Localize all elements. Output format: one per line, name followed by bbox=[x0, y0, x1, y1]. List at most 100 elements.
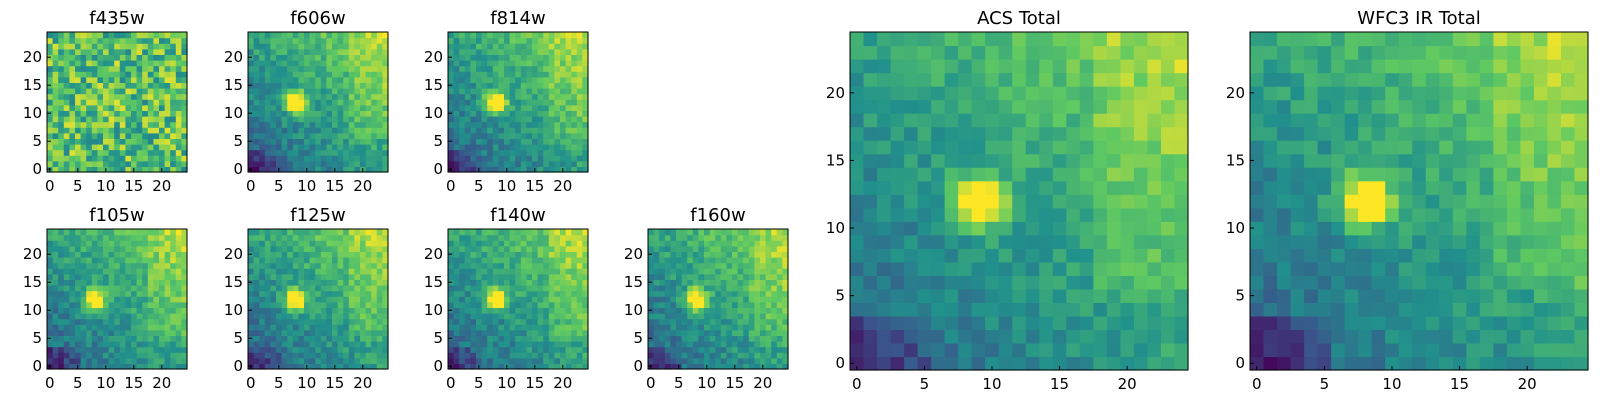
heatmap-cell bbox=[371, 71, 378, 78]
heatmap-cell bbox=[492, 76, 499, 83]
heatmap-cell bbox=[136, 290, 143, 297]
heatmap-cell bbox=[576, 273, 583, 280]
heatmap-cell bbox=[287, 166, 294, 173]
heatmap-cell bbox=[365, 127, 372, 134]
heatmap-cell bbox=[270, 352, 277, 359]
heatmap-cell bbox=[326, 324, 333, 331]
heatmap-cell bbox=[52, 346, 59, 353]
heatmap-cell bbox=[58, 324, 65, 331]
heatmap-cell bbox=[153, 160, 160, 167]
heatmap-cell bbox=[125, 341, 132, 348]
heatmap-cell bbox=[659, 262, 666, 269]
heatmap-cell bbox=[348, 363, 355, 370]
heatmap-cell bbox=[287, 268, 294, 275]
heatmap-cell bbox=[487, 166, 494, 173]
heatmap-cell bbox=[509, 313, 516, 320]
heatmap-cell bbox=[69, 132, 76, 139]
heatmap-cell bbox=[560, 301, 567, 308]
heatmap-cell bbox=[136, 65, 143, 72]
heatmap-cell bbox=[504, 65, 511, 72]
heatmap-cell bbox=[91, 116, 98, 123]
heatmap-cell bbox=[464, 307, 471, 314]
heatmap-cell bbox=[554, 110, 561, 117]
heatmap-cell bbox=[304, 357, 311, 364]
heatmap-cell bbox=[565, 127, 572, 134]
heatmap-cell bbox=[487, 121, 494, 128]
heatmap-cell bbox=[554, 132, 561, 139]
heatmap-cell bbox=[526, 341, 533, 348]
heatmap-cell bbox=[470, 240, 477, 247]
heatmap-cell bbox=[520, 234, 527, 241]
heatmap-cell bbox=[281, 76, 288, 83]
heatmap-cell bbox=[320, 54, 327, 61]
heatmap-cell bbox=[492, 279, 499, 286]
heatmap-cell bbox=[532, 234, 539, 241]
heatmap-cell bbox=[170, 43, 177, 50]
heatmap-cell bbox=[692, 234, 699, 241]
heatmap-cell bbox=[147, 307, 154, 314]
heatmap-cell bbox=[1052, 207, 1067, 222]
heatmap-cell bbox=[520, 93, 527, 100]
heatmap-cell bbox=[136, 88, 143, 95]
heatmap-cell bbox=[760, 251, 767, 258]
heatmap-cell bbox=[354, 110, 361, 117]
heatmap-cell bbox=[47, 121, 54, 128]
heatmap-cell bbox=[343, 104, 350, 111]
heatmap-cell bbox=[75, 245, 82, 252]
heatmap-cell bbox=[320, 341, 327, 348]
heatmap-cell bbox=[326, 76, 333, 83]
heatmap-cell bbox=[520, 149, 527, 156]
heatmap-cell bbox=[765, 352, 772, 359]
heatmap-cell bbox=[354, 149, 361, 156]
heatmap-cell bbox=[1133, 356, 1149, 371]
heatmap-cell bbox=[576, 104, 583, 111]
heatmap-cell bbox=[720, 245, 727, 252]
heatmap-cell bbox=[103, 290, 110, 297]
heatmap-cell bbox=[287, 110, 294, 117]
heatmap-cell bbox=[498, 324, 505, 331]
heatmap-cell bbox=[470, 65, 477, 72]
heatmap-cell bbox=[704, 329, 711, 336]
heatmap-cell bbox=[365, 93, 372, 100]
heatmap-cell bbox=[298, 335, 305, 342]
heatmap-cell bbox=[164, 99, 171, 106]
heatmap-cell bbox=[453, 257, 460, 264]
heatmap-cell bbox=[509, 110, 516, 117]
heatmap-cell bbox=[537, 240, 544, 247]
heatmap-cell bbox=[119, 48, 126, 55]
heatmap-cell bbox=[985, 356, 1000, 371]
heatmap-cell bbox=[58, 290, 65, 297]
heatmap-cell bbox=[670, 257, 677, 264]
heatmap-cell bbox=[114, 301, 121, 308]
heatmap-cell bbox=[382, 341, 389, 348]
heatmap-cell bbox=[726, 245, 733, 252]
heatmap-cell bbox=[159, 93, 166, 100]
heatmap-cell bbox=[487, 251, 494, 258]
x-tick-label: 5 bbox=[474, 177, 484, 195]
heatmap-cell bbox=[86, 296, 93, 303]
heatmap-cell bbox=[453, 60, 460, 67]
heatmap-cell bbox=[560, 65, 567, 72]
heatmap-cell bbox=[91, 268, 98, 275]
heatmap-cell bbox=[476, 54, 483, 61]
heatmap-cell bbox=[320, 116, 327, 123]
heatmap-cell bbox=[382, 268, 389, 275]
heatmap-cell bbox=[681, 318, 688, 325]
heatmap-cell bbox=[292, 144, 299, 151]
heatmap-cell bbox=[181, 155, 188, 162]
heatmap-cell bbox=[548, 234, 555, 241]
heatmap-cell bbox=[276, 251, 283, 258]
heatmap-cell bbox=[69, 155, 76, 162]
heatmap-cell bbox=[75, 54, 82, 61]
heatmap-cell bbox=[543, 240, 550, 247]
heatmap-cell bbox=[360, 357, 367, 364]
heatmap-cell bbox=[382, 324, 389, 331]
heatmap-cell bbox=[365, 121, 372, 128]
heatmap-cell bbox=[737, 240, 744, 247]
heatmap-cell bbox=[153, 155, 160, 162]
heatmap-cell bbox=[504, 76, 511, 83]
heatmap-cell bbox=[464, 116, 471, 123]
heatmap-cell bbox=[481, 229, 488, 236]
heatmap-cell bbox=[298, 155, 305, 162]
heatmap-cell bbox=[476, 48, 483, 55]
